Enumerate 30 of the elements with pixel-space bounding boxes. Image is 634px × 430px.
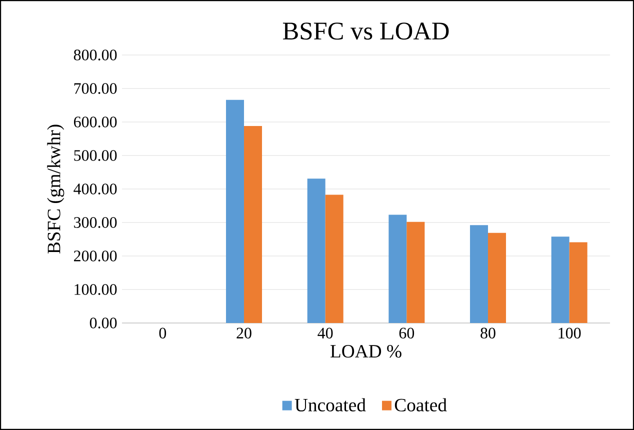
bar [388,214,407,324]
x-tick-label: 40 [318,328,333,338]
y-tick-label: 800.00 [74,50,117,60]
bar [488,232,506,324]
legend-label: Uncoated [294,398,366,412]
y-tick-label: 100.00 [74,284,117,295]
y-tick-label: 500.00 [74,150,117,161]
bar [569,242,588,324]
bar [307,178,326,324]
x-axis-title: LOAD % [330,344,402,358]
y-tick-label: 400.00 [74,184,117,194]
chart-title: BSFC vs LOAD [282,22,449,40]
bar [406,222,425,324]
y-tick-label: 300.00 [74,217,117,228]
bar [325,194,344,324]
bar [551,236,570,324]
x-tick-label: 60 [399,328,414,338]
x-tick-label: 80 [480,328,496,338]
bar [470,225,488,324]
x-tick-label: 0 [159,328,166,338]
y-tick-label: 0.00 [90,318,117,328]
x-tick-label: 20 [236,328,252,338]
y-tick-label: 200.00 [74,250,117,262]
x-tick-label: 100 [558,328,581,338]
bar [244,126,262,324]
legend-label: Coated [394,398,447,412]
y-tick-label: 700.00 [74,83,117,94]
bar [226,100,244,324]
y-axis-title: BSFC (gm/kwhr) [47,124,64,254]
y-tick-label: 600.00 [74,116,117,128]
